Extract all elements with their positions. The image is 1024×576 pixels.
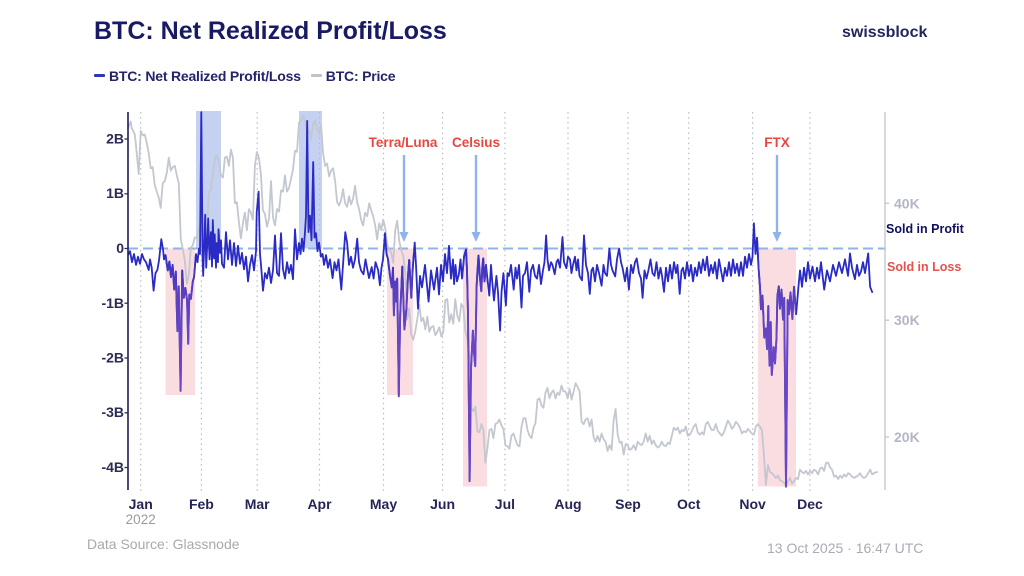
svg-text:Mar: Mar	[245, 496, 270, 512]
svg-text:Dec: Dec	[797, 496, 823, 512]
svg-text:Jan: Jan	[129, 496, 153, 512]
svg-text:Terra/Luna: Terra/Luna	[369, 135, 438, 150]
svg-text:Sold in Loss: Sold in Loss	[887, 260, 961, 274]
svg-text:-1B: -1B	[101, 295, 124, 311]
svg-text:Jun: Jun	[430, 496, 455, 512]
svg-text:Sep: Sep	[615, 496, 641, 512]
svg-text:FTX: FTX	[764, 135, 790, 150]
svg-text:Oct: Oct	[677, 496, 701, 512]
svg-text:May: May	[370, 496, 397, 512]
svg-text:1B: 1B	[106, 185, 124, 201]
svg-text:30K: 30K	[894, 312, 920, 328]
svg-text:Celsius: Celsius	[452, 135, 500, 150]
svg-text:Sold in Profit: Sold in Profit	[886, 222, 965, 236]
svg-text:Feb: Feb	[189, 496, 214, 512]
svg-text:Apr: Apr	[307, 496, 332, 512]
svg-text:20K: 20K	[894, 429, 920, 445]
svg-text:-2B: -2B	[101, 350, 124, 366]
svg-text:Aug: Aug	[554, 496, 581, 512]
svg-text:Jul: Jul	[495, 496, 515, 512]
svg-text:0: 0	[116, 240, 124, 256]
svg-text:-4B: -4B	[101, 459, 124, 475]
svg-text:-3B: -3B	[101, 404, 124, 420]
svg-text:2022: 2022	[126, 512, 156, 527]
svg-text:40K: 40K	[894, 195, 920, 211]
svg-text:Nov: Nov	[739, 496, 766, 512]
svg-text:2B: 2B	[106, 131, 124, 147]
